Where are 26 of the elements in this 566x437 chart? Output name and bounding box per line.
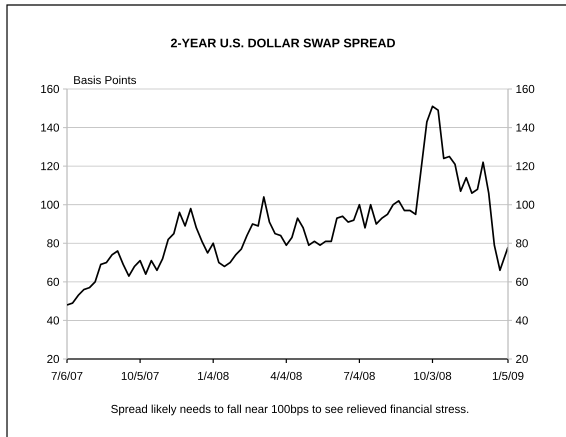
y-tick-label: 20 — [47, 354, 60, 364]
y2-tick-label: 160 — [516, 84, 534, 94]
y2-tick-label: 20 — [516, 354, 528, 364]
x-tick-label: 10/3/08 — [414, 372, 452, 380]
y-tick-label: 100 — [41, 200, 60, 209]
y2-tick-label: 140 — [516, 123, 534, 132]
y-axis-title: Basis Points — [74, 76, 136, 84]
x-tick-label: 7/6/07 — [52, 372, 82, 380]
y-tick-label: 140 — [41, 123, 60, 132]
y-tick-label: 80 — [47, 239, 60, 248]
y-tick-label: 60 — [47, 278, 60, 286]
y-tick-label: 160 — [41, 84, 60, 94]
x-tick-label: 1/4/08 — [198, 372, 229, 380]
y2-tick-label: 100 — [516, 200, 534, 209]
x-tick-label: 1/5/09 — [492, 372, 524, 380]
y-tick-label: 120 — [41, 162, 60, 170]
y2-tick-label: 40 — [516, 316, 528, 324]
y2-tick-label: 120 — [516, 162, 534, 170]
text: Spread likely needs to fall near 100bps to see relieved financial stress. — [111, 404, 468, 416]
x-tick-label: 7/4/08 — [344, 372, 375, 380]
chart-title: 2-YEAR U.S. DOLLAR SWAP SPREAD — [170, 38, 395, 48]
y2-tick-label: 80 — [516, 239, 528, 248]
x-tick-label: 4/4/08 — [270, 372, 302, 380]
y-tick-label: 40 — [46, 316, 60, 324]
x-tick-label: 10/5/07 — [122, 372, 159, 380]
y2-tick-label: 60 — [516, 278, 528, 286]
